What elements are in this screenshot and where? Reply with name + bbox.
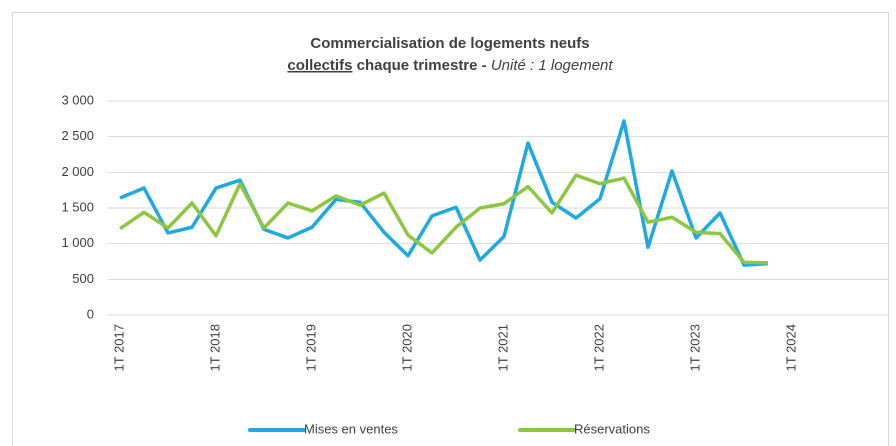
x-tick-label: 1T 2021	[495, 324, 510, 371]
x-tick-label: 1T 2022	[591, 324, 606, 371]
series-line	[119, 119, 769, 267]
subtitle-underlined: collectifs	[287, 57, 352, 74]
x-tick-label: 1T 2024	[783, 324, 798, 371]
y-tick-label: 1 000	[61, 235, 94, 250]
chart-frame	[12, 12, 889, 446]
chart-subtitle: collectifs chaque trimestre - Unité : 1 …	[287, 57, 613, 74]
x-tick-label: 1T 2020	[399, 324, 414, 371]
y-tick-label: 1 500	[61, 199, 94, 214]
x-tick-label: 1T 2019	[303, 324, 318, 371]
legend-label: Mises en ventes	[304, 421, 398, 436]
x-tick-label: 1T 2018	[207, 324, 222, 371]
subtitle-bold: chaque trimestre -	[357, 57, 487, 74]
y-tick-label: 500	[72, 271, 94, 286]
subtitle-italic: Unité : 1 logement	[491, 57, 614, 74]
y-tick-label: 3 000	[61, 92, 94, 107]
legend-label: Réservations	[574, 421, 650, 436]
y-tick-label: 2 000	[61, 164, 94, 179]
x-tick-label: 1T 2017	[111, 324, 126, 371]
series-line	[119, 173, 769, 265]
x-tick-label: 1T 2023	[687, 324, 702, 371]
chart-title: Commercialisation de logements neufs	[310, 35, 589, 52]
y-tick-label: 2 500	[61, 128, 94, 143]
y-tick-label: 0	[87, 306, 94, 321]
